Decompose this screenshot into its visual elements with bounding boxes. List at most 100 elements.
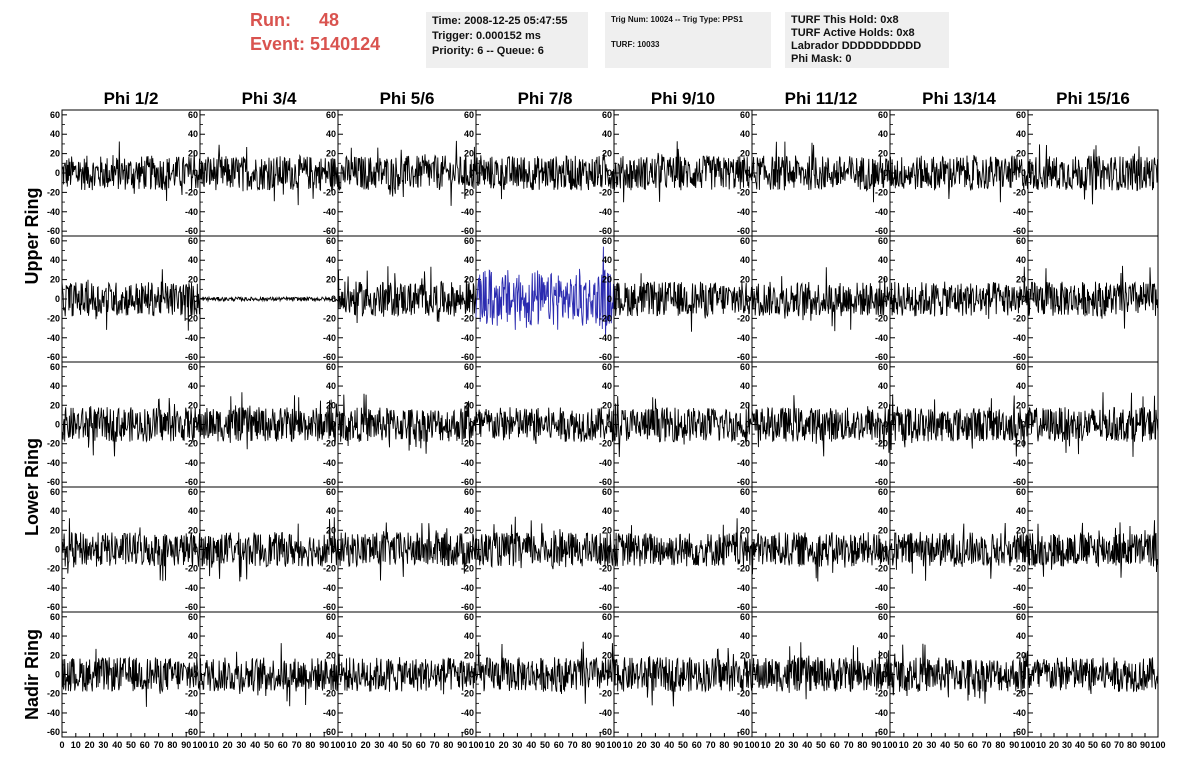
y-tick-label: -40 bbox=[185, 333, 198, 343]
y-tick-label: 60 bbox=[188, 612, 198, 622]
y-tick-label: -20 bbox=[47, 439, 60, 449]
x-tick-label: 30 bbox=[788, 740, 798, 750]
y-tick-label: 60 bbox=[602, 236, 612, 246]
y-tick-label: -60 bbox=[875, 226, 888, 236]
y-tick-label: 0 bbox=[55, 168, 60, 178]
x-tick-label: 70 bbox=[844, 740, 854, 750]
y-tick-label: -60 bbox=[737, 226, 750, 236]
x-tick-label: 10 bbox=[761, 740, 771, 750]
y-tick-label: 40 bbox=[50, 631, 60, 641]
x-tick-label: 10 bbox=[899, 740, 909, 750]
y-tick-label: 60 bbox=[1016, 110, 1026, 120]
y-tick-label: 40 bbox=[602, 381, 612, 391]
y-tick-label: -20 bbox=[47, 187, 60, 197]
y-tick-label: -60 bbox=[185, 602, 198, 612]
column-header-3: Phi 5/6 bbox=[380, 89, 435, 108]
y-tick-label: -40 bbox=[599, 708, 612, 718]
y-tick-label: 20 bbox=[878, 525, 888, 535]
y-tick-label: 0 bbox=[883, 420, 888, 430]
y-tick-label: 60 bbox=[1016, 487, 1026, 497]
x-tick-label: 80 bbox=[857, 740, 867, 750]
y-tick-label: 40 bbox=[464, 129, 474, 139]
y-tick-label: -60 bbox=[1013, 602, 1026, 612]
y-tick-label: -60 bbox=[185, 226, 198, 236]
column-header-2: Phi 3/4 bbox=[242, 89, 297, 108]
time-info-box: Time: 2008-12-25 05:47:55 Trigger: 0.000… bbox=[426, 12, 588, 68]
x-tick-label: 0 bbox=[59, 740, 64, 750]
y-tick-label: -60 bbox=[323, 352, 336, 362]
x-tick-label: 40 bbox=[250, 740, 260, 750]
waveform-trace bbox=[199, 295, 339, 303]
y-tick-label: 0 bbox=[607, 670, 612, 680]
y-tick-label: -20 bbox=[737, 564, 750, 574]
y-tick-label: 40 bbox=[1016, 129, 1026, 139]
waveform-trace bbox=[613, 647, 753, 707]
y-tick-label: 40 bbox=[1016, 255, 1026, 265]
y-tick-label: 60 bbox=[1016, 236, 1026, 246]
x-tick-label: 60 bbox=[416, 740, 426, 750]
time-line: Time: 2008-12-25 05:47:55 bbox=[432, 15, 568, 27]
y-tick-label: -60 bbox=[875, 477, 888, 487]
y-tick-label: -20 bbox=[599, 187, 612, 197]
y-tick-label: 60 bbox=[188, 236, 198, 246]
y-tick-label: 20 bbox=[878, 650, 888, 660]
y-tick-label: 20 bbox=[740, 275, 750, 285]
x-tick-label: 90 bbox=[733, 740, 743, 750]
y-tick-label: 40 bbox=[188, 381, 198, 391]
y-tick-label: 20 bbox=[602, 275, 612, 285]
y-tick-label: -20 bbox=[185, 689, 198, 699]
x-tick-label: 50 bbox=[264, 740, 274, 750]
column-header-1: Phi 1/2 bbox=[104, 89, 159, 108]
y-tick-label: 0 bbox=[55, 294, 60, 304]
y-tick-label: 20 bbox=[740, 400, 750, 410]
y-tick-label: -60 bbox=[185, 727, 198, 737]
x-tick-label: 100 bbox=[882, 740, 897, 750]
y-tick-label: -20 bbox=[737, 439, 750, 449]
y-tick-label: 40 bbox=[188, 255, 198, 265]
y-tick-label: 20 bbox=[878, 400, 888, 410]
y-tick-label: 60 bbox=[740, 236, 750, 246]
y-tick-label: -60 bbox=[323, 477, 336, 487]
y-tick-label: 40 bbox=[740, 129, 750, 139]
y-tick-label: -60 bbox=[47, 352, 60, 362]
y-tick-label: 0 bbox=[331, 545, 336, 555]
x-tick-label: 40 bbox=[940, 740, 950, 750]
y-tick-label: 20 bbox=[188, 149, 198, 159]
y-tick-label: -60 bbox=[461, 352, 474, 362]
y-tick-label: 40 bbox=[464, 255, 474, 265]
y-tick-label: 60 bbox=[602, 487, 612, 497]
x-tick-label: 60 bbox=[692, 740, 702, 750]
y-tick-label: 40 bbox=[1016, 381, 1026, 391]
x-tick-label: 80 bbox=[1127, 740, 1137, 750]
y-tick-label: 0 bbox=[331, 670, 336, 680]
waveform-trace bbox=[1027, 265, 1159, 329]
y-tick-label: 20 bbox=[740, 650, 750, 660]
y-tick-label: -40 bbox=[323, 708, 336, 718]
y-tick-label: -60 bbox=[599, 352, 612, 362]
y-tick-label: -60 bbox=[47, 602, 60, 612]
y-tick-label: 20 bbox=[50, 650, 60, 660]
x-tick-label: 70 bbox=[1114, 740, 1124, 750]
x-tick-label: 60 bbox=[278, 740, 288, 750]
y-tick-label: 40 bbox=[1016, 631, 1026, 641]
x-tick-label: 70 bbox=[982, 740, 992, 750]
x-tick-label: 30 bbox=[512, 740, 522, 750]
y-tick-label: 40 bbox=[878, 129, 888, 139]
y-tick-label: 0 bbox=[883, 545, 888, 555]
y-tick-label: -20 bbox=[323, 439, 336, 449]
waveform-trace bbox=[613, 141, 753, 203]
y-tick-label: 20 bbox=[326, 650, 336, 660]
x-tick-label: 100 bbox=[1150, 740, 1165, 750]
y-tick-label: 0 bbox=[1021, 168, 1026, 178]
y-tick-label: 60 bbox=[464, 612, 474, 622]
x-tick-label: 20 bbox=[361, 740, 371, 750]
y-tick-label: 60 bbox=[740, 110, 750, 120]
y-tick-label: 0 bbox=[193, 670, 198, 680]
y-tick-label: -40 bbox=[1013, 708, 1026, 718]
column-header-7: Phi 13/14 bbox=[922, 89, 996, 108]
y-tick-label: -40 bbox=[461, 207, 474, 217]
y-tick-label: -40 bbox=[599, 333, 612, 343]
y-tick-label: 20 bbox=[326, 275, 336, 285]
y-tick-label: 40 bbox=[602, 631, 612, 641]
y-tick-label: 60 bbox=[188, 110, 198, 120]
